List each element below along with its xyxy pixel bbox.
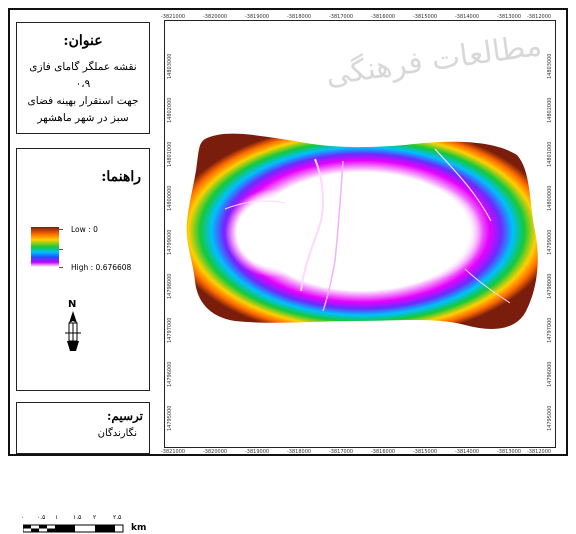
y-tick-right: 14800000 (547, 185, 553, 211)
y-tick-left: 14795000 (167, 405, 173, 431)
y-tick-left: 14803000 (167, 53, 173, 79)
suitability-map (186, 133, 538, 329)
x-tick-top: -3819000 (245, 14, 270, 20)
y-tick-right: 14796000 (547, 361, 553, 387)
x-tick-bottom: -3821000 (161, 449, 186, 455)
scalebar-units: km (131, 523, 147, 533)
y-tick-left: 14799000 (167, 229, 173, 255)
y-tick-right: 14795000 (547, 405, 553, 431)
x-tick-top: -3813000 (497, 14, 522, 20)
x-tick-bottom: -3819000 (245, 449, 270, 455)
x-tick-bottom: -3814000 (455, 449, 480, 455)
scalebar-tick: ۱ (55, 514, 59, 521)
x-tick-bottom: -3820000 (203, 449, 228, 455)
y-tick-left: 14801000 (167, 141, 173, 167)
core-left (225, 189, 321, 277)
x-tick-top: -3812000 (527, 14, 552, 20)
color-ramp (31, 227, 59, 267)
map-layout-frame (8, 8, 568, 456)
x-tick-bottom: -3816000 (371, 449, 396, 455)
north-letter: N (68, 299, 77, 310)
scalebar-tick: ۰ (21, 514, 25, 521)
y-tick-right: 14799000 (547, 229, 553, 255)
y-tick-left: 14800000 (167, 185, 173, 211)
north-arrow-icon (65, 311, 81, 351)
north-arrow: N (61, 299, 85, 355)
title-panel: عنوان: نقشه عملگر گامای فازی ۰،۹ جهت است… (16, 22, 150, 134)
title-heading: عنوان: (63, 33, 103, 49)
scalebar-tick: ۱.۵ (73, 514, 82, 521)
y-tick-right: 14802000 (547, 97, 553, 123)
x-tick-bottom: -3817000 (329, 449, 354, 455)
scalebar-tick: ۰.۵ (37, 514, 46, 521)
x-tick-bottom: -3815000 (413, 449, 438, 455)
y-tick-left: 14802000 (167, 97, 173, 123)
scalebar-tick: ۲.۵ (113, 514, 122, 521)
x-tick-bottom: -3813000 (497, 449, 522, 455)
x-tick-top: -3816000 (371, 14, 396, 20)
y-tick-left: 14797000 (167, 317, 173, 343)
credit-heading: ترسیم: (106, 409, 143, 423)
x-tick-top: -3821000 (161, 14, 186, 20)
y-tick-left: 14796000 (167, 361, 173, 387)
y-tick-right: 14801000 (547, 141, 553, 167)
x-tick-top: -3815000 (413, 14, 438, 20)
x-tick-top: -3814000 (455, 14, 480, 20)
map-frame: مطالعات فرهنگی (161, 14, 556, 455)
title-line: سبز در شهر ماهشهر (37, 112, 129, 124)
credit-panel: ترسیم: نگارندگان (16, 402, 150, 454)
x-tick-top: -3817000 (329, 14, 354, 20)
legend-high-label: High : 0.676608 (71, 263, 132, 272)
x-tick-bottom: -3812000 (527, 449, 552, 455)
legend-heading: راهنما: (101, 169, 141, 185)
y-tick-right: 14803000 (547, 53, 553, 79)
title-line: جهت استقرار بهینه فضای (27, 95, 139, 107)
y-tick-left: 14798000 (167, 273, 173, 299)
x-tick-bottom: -3818000 (287, 449, 312, 455)
x-tick-top: -3820000 (203, 14, 228, 20)
x-tick-top: -3818000 (287, 14, 312, 20)
title-text: نقشه عملگر گامای فازی ۰،۹ جهت استقرار به… (21, 59, 145, 127)
scale-bar (23, 524, 124, 533)
y-tick-right: 14798000 (547, 273, 553, 299)
legend-panel: راهنما: Low : 0 High : 0.676608 N ۰ ۰.۵ … (16, 148, 150, 533)
title-line: نقشه عملگر گامای فازی ۰،۹ (29, 61, 137, 90)
legend-low-label: Low : 0 (71, 225, 98, 234)
core-right (351, 183, 483, 283)
credit-body: نگارندگان (97, 428, 137, 439)
y-tick-right: 14797000 (547, 317, 553, 343)
scalebar-tick: ۲ (93, 514, 97, 521)
